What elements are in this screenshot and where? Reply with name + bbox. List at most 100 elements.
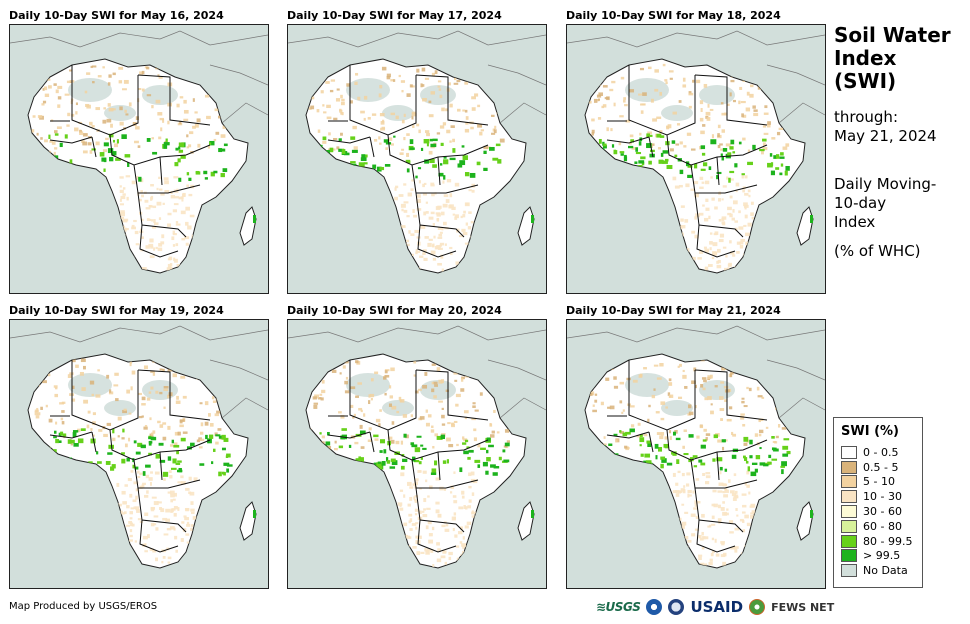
dry-speck <box>615 439 618 443</box>
moist-speck <box>467 505 471 509</box>
dry-speck <box>471 417 477 421</box>
dry-speck <box>341 98 345 102</box>
dry-speck <box>182 431 188 434</box>
moist-speck <box>188 491 192 495</box>
dry-speck <box>725 439 728 442</box>
wet-speck <box>732 151 736 154</box>
moist-speck <box>191 511 195 514</box>
wet-speck <box>358 162 365 167</box>
dry-speck <box>600 365 606 369</box>
dry-speck <box>665 406 668 409</box>
moist-speck <box>743 269 747 273</box>
moist-speck <box>445 524 449 527</box>
wet-speck <box>650 149 655 153</box>
dry-speck <box>379 142 382 145</box>
dry-speck <box>445 67 449 71</box>
moist-speck <box>463 505 466 509</box>
wet-speck <box>324 447 328 452</box>
dry-speck <box>705 437 708 441</box>
moist-speck <box>150 245 154 249</box>
legend-label: 80 - 99.5 <box>863 534 913 548</box>
moist-speck <box>115 509 118 513</box>
wet-speck <box>137 442 143 447</box>
dry-speck <box>150 432 154 436</box>
dry-speck <box>67 374 72 378</box>
moist-speck <box>138 198 142 202</box>
dry-speck <box>340 94 343 99</box>
dry-speck <box>163 388 169 392</box>
africa-map <box>9 319 269 589</box>
moist-speck <box>684 219 689 223</box>
wet-speck <box>693 465 698 468</box>
dry-speck <box>754 433 758 437</box>
wet-speck <box>459 467 463 473</box>
madagascar-landmass <box>796 501 814 541</box>
moist-speck <box>728 479 731 483</box>
wet-speck <box>379 439 386 444</box>
dry-speck <box>479 131 483 136</box>
wet-speck <box>744 457 748 461</box>
dry-speck <box>312 396 317 400</box>
wet-speck <box>502 449 506 453</box>
moist-speck <box>406 266 410 271</box>
dry-speck <box>216 364 222 369</box>
wet-speck <box>463 450 469 455</box>
dry-speck <box>390 112 396 116</box>
wet-speck <box>70 439 75 444</box>
dry-speck <box>55 89 59 94</box>
moist-speck <box>422 514 428 518</box>
dry-speck <box>110 123 113 128</box>
dry-speck <box>208 413 211 417</box>
wet-speck <box>708 166 712 171</box>
dry-speck <box>200 422 204 427</box>
wet-speck <box>383 139 389 143</box>
legend-label: 5 - 10 <box>863 475 895 489</box>
wet-speck <box>178 177 182 182</box>
moist-speck <box>717 248 721 253</box>
moist-speck <box>680 218 684 222</box>
dry-speck <box>171 64 175 67</box>
moist-speck <box>153 222 159 226</box>
moist-speck <box>414 508 419 512</box>
moist-speck <box>150 471 153 474</box>
moist-speck <box>139 473 142 476</box>
dry-speck <box>175 400 181 404</box>
dry-speck <box>336 88 340 91</box>
moist-speck <box>165 518 171 522</box>
dry-speck <box>438 379 443 384</box>
dry-speck <box>756 80 761 83</box>
moist-speck <box>137 475 141 479</box>
dry-speck <box>409 84 413 88</box>
dry-speck <box>411 85 415 88</box>
moist-speck <box>406 239 410 243</box>
dry-speck <box>764 105 768 109</box>
wet-speck <box>82 465 87 471</box>
moist-speck <box>676 525 680 529</box>
wet-speck <box>178 146 181 150</box>
dry-speck <box>384 374 390 378</box>
dry-speck <box>660 417 665 421</box>
moist-speck <box>672 490 678 494</box>
moist-speck <box>708 215 711 220</box>
wet-speck <box>81 171 85 174</box>
wet-speck <box>495 143 501 147</box>
dry-speck <box>188 144 192 148</box>
moist-speck <box>688 494 692 497</box>
wet-speck <box>80 428 86 431</box>
dry-speck <box>49 140 53 143</box>
dry-speck <box>402 414 408 418</box>
dry-speck <box>338 411 342 414</box>
moist-speck <box>734 546 739 549</box>
moist-speck <box>743 204 749 208</box>
wet-speck <box>325 150 331 154</box>
dry-speck <box>158 359 162 363</box>
dry-speck <box>613 376 617 380</box>
moist-speck <box>152 205 157 209</box>
dry-speck <box>696 435 700 439</box>
dry-speck <box>668 378 672 382</box>
moist-speck <box>140 178 144 183</box>
moist-speck <box>690 188 695 191</box>
dry-speck <box>474 93 479 97</box>
wet-speck <box>700 444 706 449</box>
moist-speck <box>715 553 720 557</box>
